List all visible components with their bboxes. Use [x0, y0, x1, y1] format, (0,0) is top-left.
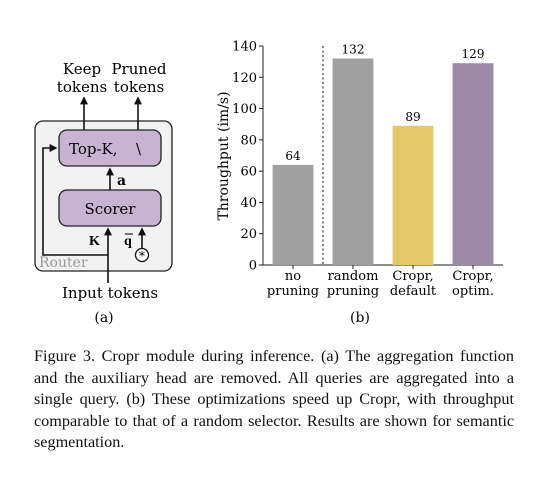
x-tick-label: pruning [327, 284, 379, 299]
bar [453, 63, 494, 265]
y-tick-label: 100 [232, 102, 257, 117]
chart-bars [273, 59, 494, 265]
bar-value-label: 132 [342, 43, 365, 57]
y-tick-label: 140 [232, 40, 257, 55]
bar [393, 126, 434, 265]
x-tick-label: random [328, 269, 379, 284]
y-tick-label: 120 [232, 71, 257, 86]
y-tick-label: 80 [240, 133, 257, 148]
y-tick-label: 40 [240, 196, 257, 211]
x-tick-label: pruning [267, 284, 319, 299]
bar-value-label: 89 [405, 110, 420, 124]
bar-value-label: 129 [462, 47, 485, 61]
x-tick-label: default [390, 284, 437, 299]
y-tick-label: 20 [240, 227, 257, 242]
x-tick-label: optim. [452, 284, 494, 299]
bar [333, 59, 374, 265]
x-tick-label: no [285, 269, 301, 284]
figure-b-sublabel: (b) [350, 310, 370, 326]
y-tick-label: 60 [240, 165, 257, 180]
y-axis-label: Throughput (im/s) [216, 91, 232, 220]
figure-caption: Figure 3. Cropr module during inference.… [34, 346, 514, 454]
x-tick-label: Cropr, [452, 269, 493, 284]
bar [273, 165, 314, 265]
bar-value-label: 64 [285, 149, 301, 163]
x-tick-label: Cropr, [392, 269, 433, 284]
y-tick-label: 0 [249, 259, 257, 274]
